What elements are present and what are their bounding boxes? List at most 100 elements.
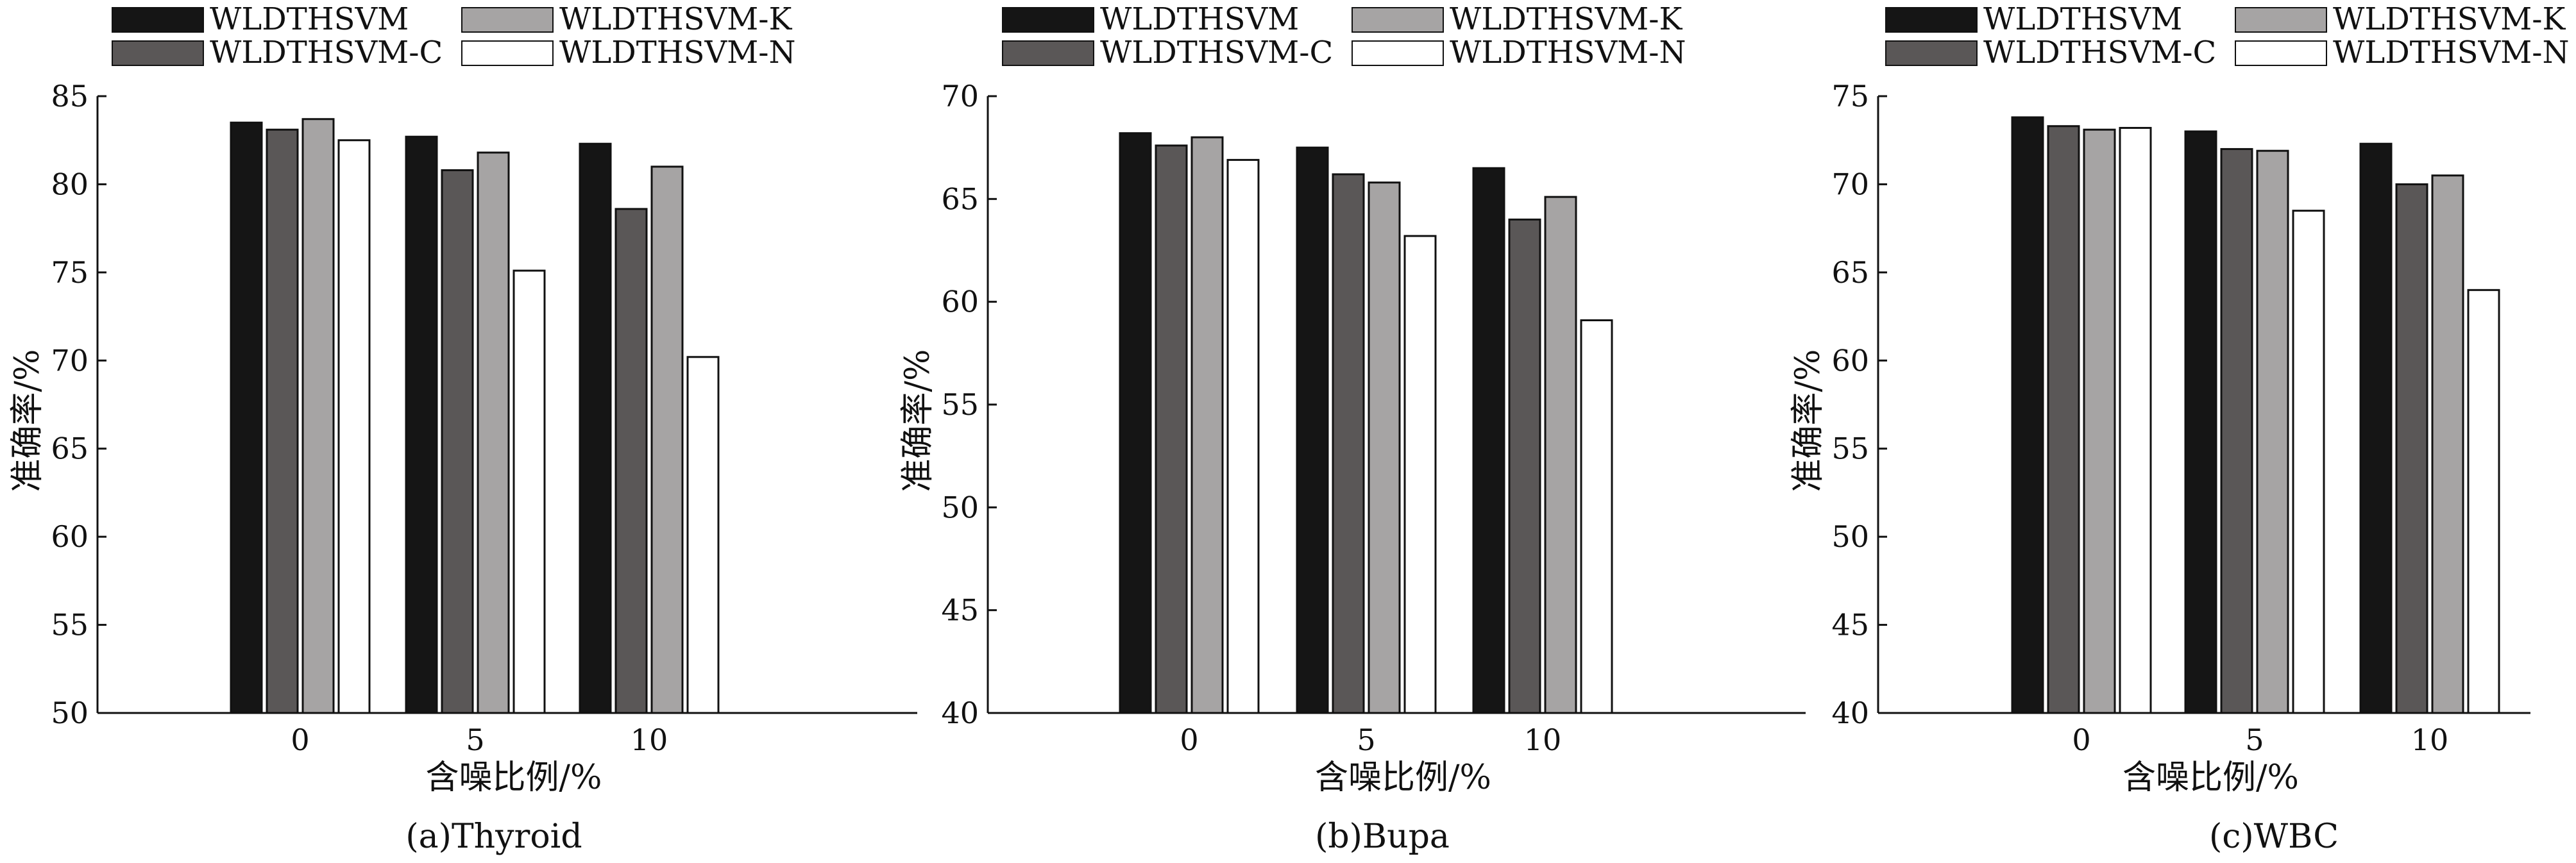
legend-swatch-wldthsvm-k — [2235, 7, 2327, 33]
legend-label-wldthsvm-k: WLDTHSVM-K — [2333, 1, 2566, 37]
y-tick-label: 80 — [51, 167, 89, 201]
x-tick-label: 0 — [2072, 723, 2090, 757]
legend-swatch-wldthsvm — [112, 7, 204, 33]
bar-wldthsvm-n-10 — [686, 356, 720, 714]
x-axis-title: 含噪比例/% — [2123, 758, 2299, 797]
y-tick-label: 70 — [51, 343, 89, 378]
legend: WLDTHSVM WLDTHSVM-K WLDTHSVM-C WLDTHSVM-N — [1002, 1, 1686, 71]
y-tick-label: 50 — [51, 696, 89, 730]
bar-wldthsvm-0 — [2011, 116, 2044, 714]
bar-wldthsvm-k-5 — [477, 151, 510, 714]
bar-wldthsvm-k-5 — [1368, 181, 1401, 714]
x-tick-label: 0 — [291, 723, 309, 757]
legend-swatch-wldthsvm-n — [2235, 40, 2327, 66]
y-tick-label: 70 — [1831, 167, 1869, 201]
y-tick-label: 85 — [51, 79, 89, 113]
y-tick-label: 40 — [1831, 696, 1869, 730]
bar-wldthsvm-10 — [2359, 142, 2393, 714]
bar-wldthsvm-n-5 — [513, 269, 546, 714]
legend-label-wldthsvm-c: WLDTHSVM-C — [1983, 35, 2216, 71]
x-tick-label: 5 — [2245, 723, 2264, 757]
y-tick-label: 55 — [1831, 432, 1869, 466]
legend-swatch-wldthsvm-k — [1352, 7, 1444, 33]
y-tick-label: 55 — [941, 387, 979, 422]
y-tick-label: 65 — [51, 432, 89, 466]
legend-swatch-wldthsvm-k — [461, 7, 554, 33]
legend-label-wldthsvm: WLDTHSVM — [210, 1, 409, 37]
y-tick-label: 60 — [51, 519, 89, 554]
bar-wldthsvm-k-0 — [2083, 128, 2116, 714]
x-tick-label: 0 — [1180, 723, 1198, 757]
panel-caption: (a)Thyroid — [405, 817, 582, 856]
x-tick-label: 5 — [1357, 723, 1375, 757]
bar-wldthsvm-c-5 — [1332, 173, 1365, 714]
x-axis-title: 含噪比例/% — [1315, 758, 1491, 797]
bar-wldthsvm-n-0 — [337, 139, 371, 714]
y-tick-label: 45 — [1831, 608, 1869, 642]
bar-wldthsvm-n-10 — [2467, 289, 2500, 714]
y-tick-label: 60 — [1831, 343, 1869, 378]
chart-panel-wbc: WLDTHSVM WLDTHSVM-K WLDTHSVM-C WLDTHSVM-N 40… — [1789, 1, 2569, 856]
bar-wldthsvm-c-0 — [1155, 144, 1188, 714]
y-tick-label: 70 — [941, 79, 979, 113]
bar-wldthsvm-n-0 — [1226, 158, 1260, 714]
legend-label-wldthsvm-n: WLDTHSVM-N — [559, 35, 795, 71]
legend-label-wldthsvm: WLDTHSVM — [1100, 1, 1299, 37]
bar-wldthsvm-k-10 — [2431, 174, 2464, 714]
legend-swatch-wldthsvm — [1002, 7, 1094, 33]
y-tick-label: 65 — [941, 181, 979, 216]
y-tick-label: 75 — [1831, 79, 1869, 113]
x-tick-label: 5 — [466, 723, 484, 757]
y-tick-label: 50 — [1831, 519, 1869, 554]
y-tick-label: 75 — [51, 255, 89, 290]
legend-label-wldthsvm-c: WLDTHSVM-C — [210, 35, 443, 71]
legend-label-wldthsvm-n: WLDTHSVM-N — [2333, 35, 2569, 71]
legend-label-wldthsvm-c: WLDTHSVM-C — [1100, 35, 1333, 71]
panel-caption: (c)WBC — [2209, 817, 2339, 856]
bar-wldthsvm-n-5 — [2292, 210, 2325, 714]
bar-wldthsvm-5 — [405, 135, 438, 714]
y-tick-label: 65 — [1831, 255, 1869, 290]
bar-wldthsvm-n-5 — [1403, 235, 1437, 714]
bar-wldthsvm-n-10 — [1580, 319, 1613, 714]
legend-swatch-wldthsvm-c — [1885, 40, 1978, 66]
panel-caption: (b)Bupa — [1315, 817, 1450, 856]
bar-wldthsvm-c-10 — [1508, 218, 1541, 714]
y-axis-title: 准确率/% — [899, 349, 937, 492]
y-axis-title: 准确率/% — [8, 349, 47, 492]
y-axis-title: 准确率/% — [1789, 349, 1827, 492]
bar-wldthsvm-c-5 — [2220, 147, 2253, 714]
bar-wldthsvm-k-0 — [1191, 136, 1224, 714]
bar-wldthsvm-0 — [230, 121, 263, 714]
bar-wldthsvm-k-10 — [650, 165, 684, 714]
legend-swatch-wldthsvm-n — [1352, 40, 1444, 66]
legend-label-wldthsvm: WLDTHSVM — [1983, 1, 2182, 37]
bar-wldthsvm-10 — [579, 142, 612, 714]
x-tick-label: 10 — [631, 723, 668, 757]
legend-label-wldthsvm-k: WLDTHSVM-K — [559, 1, 792, 37]
bar-wldthsvm-c-0 — [266, 128, 299, 714]
y-tick-label: 50 — [941, 490, 979, 524]
x-axis-title: 含噪比例/% — [426, 758, 602, 797]
legend-label-wldthsvm-k: WLDTHSVM-K — [1450, 1, 1682, 37]
bar-wldthsvm-5 — [1296, 146, 1329, 714]
y-tick-label: 60 — [941, 285, 979, 319]
y-tick-label: 55 — [51, 608, 89, 642]
bar-wldthsvm-0 — [1119, 132, 1152, 714]
bar-wldthsvm-5 — [2184, 130, 2217, 714]
bar-wldthsvm-c-0 — [2047, 125, 2080, 714]
legend: WLDTHSVM WLDTHSVM-K WLDTHSVM-C WLDTHSVM-N — [112, 1, 795, 71]
bar-wldthsvm-k-10 — [1544, 196, 1577, 714]
legend-label-wldthsvm-n: WLDTHSVM-N — [1450, 35, 1686, 71]
bar-wldthsvm-c-10 — [614, 208, 648, 714]
bar-wldthsvm-k-0 — [301, 118, 335, 714]
bar-wldthsvm-10 — [1472, 167, 1505, 714]
bar-wldthsvm-c-10 — [2395, 183, 2428, 714]
bar-wldthsvm-k-5 — [2256, 149, 2289, 714]
x-tick-label: 10 — [1524, 723, 1562, 757]
x-tick-label: 10 — [2411, 723, 2449, 757]
legend-swatch-wldthsvm-n — [461, 40, 554, 66]
bar-wldthsvm-n-0 — [2119, 126, 2152, 714]
